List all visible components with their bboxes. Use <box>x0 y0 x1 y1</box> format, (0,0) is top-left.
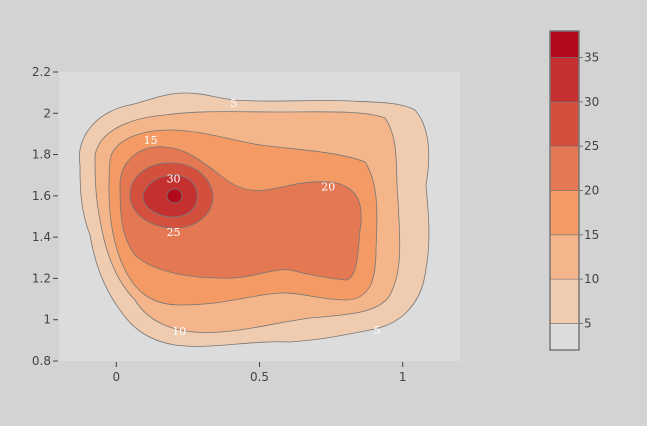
y-tick-label: 2.2 <box>32 65 51 79</box>
colorbar-band <box>549 57 580 103</box>
x-tick-label: 0 <box>112 370 120 384</box>
contour-labels: 5 5 10 15 20 25 30 <box>144 97 381 338</box>
y-tick-label: 2 <box>43 106 51 120</box>
x-axis: 0 0.5 1 <box>112 362 407 384</box>
y-tick-label: 1.4 <box>32 230 51 244</box>
y-tick-label: 0.8 <box>32 354 51 368</box>
contour-label: 15 <box>144 134 158 147</box>
colorbar-band <box>549 278 580 324</box>
contour-label: 25 <box>167 226 181 239</box>
colorbar-band <box>549 323 580 351</box>
colorbar-tick-label: 25 <box>584 139 599 153</box>
colorbar-band <box>549 145 580 191</box>
x-tick-label: 0.5 <box>250 370 269 384</box>
colorbar-tick-label: 10 <box>584 272 599 286</box>
colorbar-tick-label: 5 <box>584 316 592 330</box>
contour-label: 10 <box>172 325 186 338</box>
contour-level-35 <box>166 188 183 204</box>
y-tick-label: 1.6 <box>32 189 51 203</box>
y-axis: 0.8 1 1.2 1.4 1.6 1.8 2 2.2 <box>32 65 58 368</box>
colorbar-band <box>549 30 580 58</box>
colorbar: 5 10 15 20 25 30 35 <box>549 30 599 351</box>
colorbar-tick-label: 30 <box>584 95 599 109</box>
colorbar-tick-label: 35 <box>584 51 599 65</box>
y-tick-label: 1 <box>43 313 51 327</box>
contour-fills <box>78 92 430 347</box>
colorbar-band <box>549 101 580 147</box>
colorbar-band <box>549 234 580 280</box>
contour-label: 5 <box>373 324 380 337</box>
contour-label: 30 <box>167 172 181 185</box>
colorbar-tick-label: 20 <box>584 184 599 198</box>
contour-label: 20 <box>321 181 335 194</box>
colorbar-band <box>549 190 580 236</box>
colorbar-tick-label: 15 <box>584 228 599 242</box>
y-tick-label: 1.8 <box>32 148 51 162</box>
x-tick-label: 1 <box>399 370 407 384</box>
y-tick-label: 1.2 <box>32 271 51 285</box>
contour-label: 5 <box>230 97 237 110</box>
